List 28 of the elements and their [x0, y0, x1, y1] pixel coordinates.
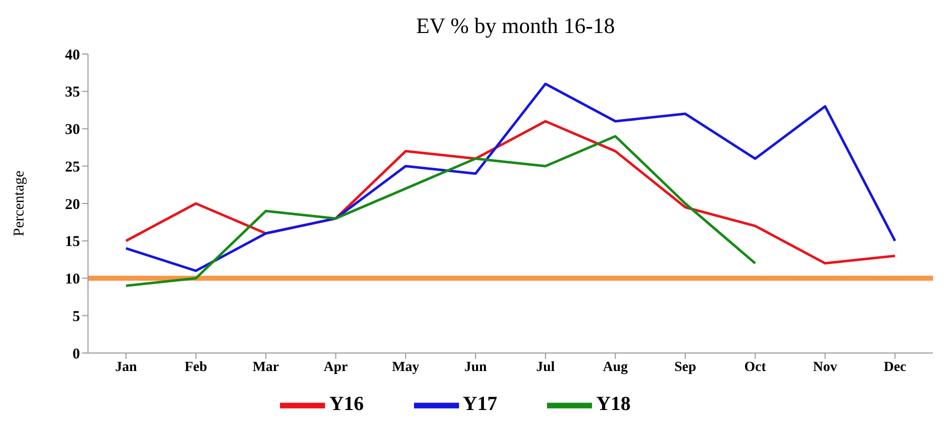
x-tick-label: Dec [884, 360, 906, 375]
y-tick-label: 40 [65, 47, 80, 64]
line-series [124, 134, 756, 287]
x-tick-label: Apr [324, 360, 348, 375]
x-tick-label: Jun [464, 360, 488, 375]
y-axis-title: Percentage [11, 170, 28, 236]
chart-title: EV % by month 16-18 [415, 12, 616, 40]
y-tick-label: 0 [72, 346, 80, 362]
legend-label: Y17 [462, 393, 498, 416]
x-tick-label: Jan [115, 360, 138, 375]
x-tick-label: May [392, 360, 420, 375]
x-tick-label: Aug [602, 360, 628, 375]
x-tick-label: Nov [813, 360, 838, 375]
y-tick-label: 30 [65, 122, 80, 138]
y-tick-label: 5 [72, 308, 80, 325]
line-series [124, 82, 896, 272]
x-tick-label: Jul [536, 360, 555, 375]
y-tick-label: 15 [65, 234, 80, 250]
x-tick-label: Feb [184, 360, 208, 375]
x-tick-label: Mar [252, 360, 280, 375]
y-tick-label: 20 [65, 196, 80, 213]
y-tick-label: 25 [65, 159, 80, 176]
legend-label: Y16 [329, 393, 364, 416]
y-tick-label: 10 [65, 272, 80, 288]
legend-label: Y18 [596, 393, 631, 416]
x-tick-label: Oct [744, 360, 766, 375]
x-tick-label: Sep [674, 360, 696, 375]
y-tick-label: 35 [65, 84, 80, 101]
